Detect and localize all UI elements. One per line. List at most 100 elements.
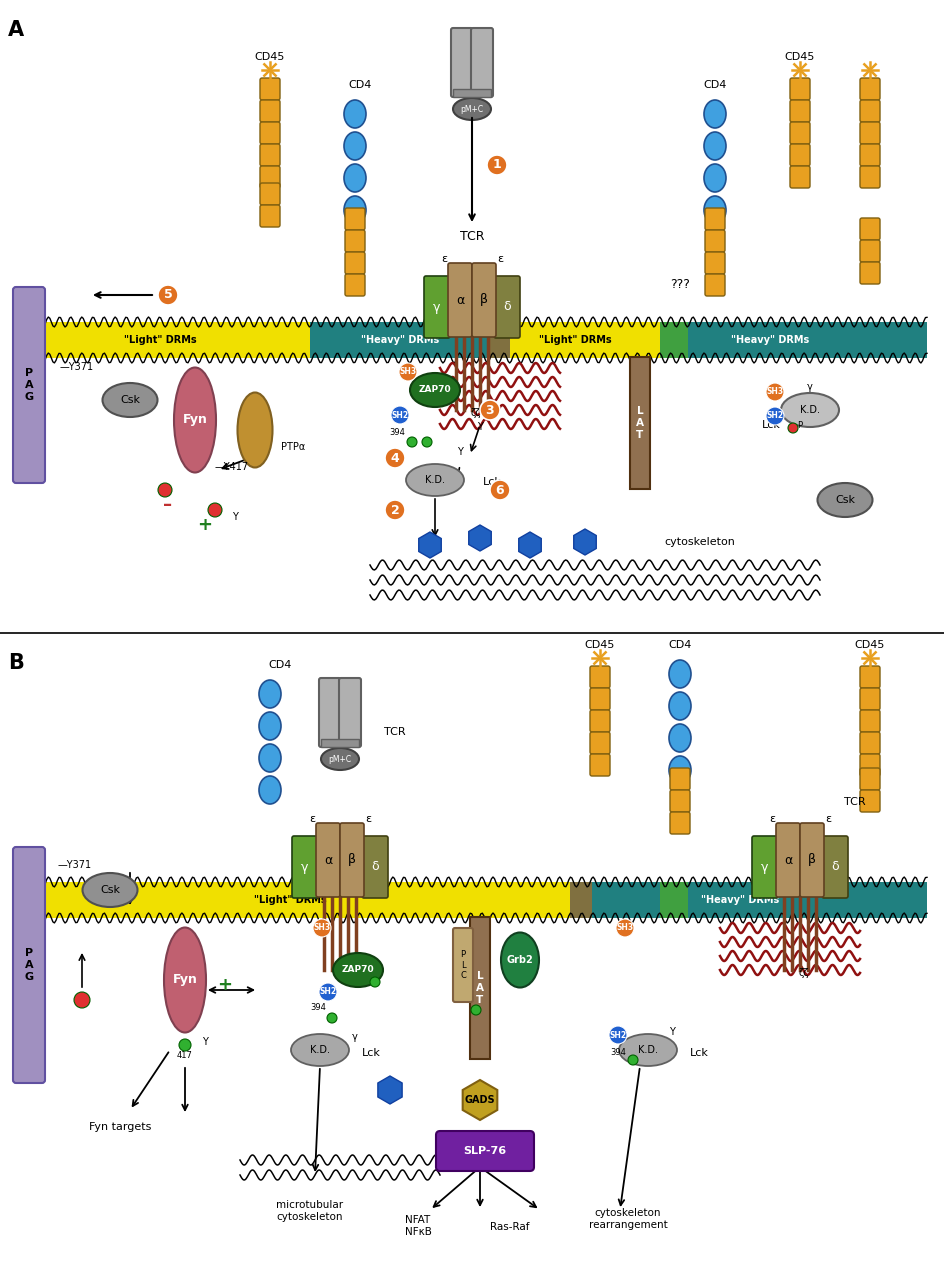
Bar [452,89,491,97]
Circle shape [319,982,337,1001]
FancyBboxPatch shape [859,768,879,790]
Text: γ: γ [806,382,812,392]
Text: ζζ: ζζ [470,408,480,418]
Circle shape [208,503,222,517]
Text: PTPα: PTPα [280,442,305,452]
Circle shape [384,448,405,468]
Circle shape [327,1013,337,1023]
Text: Csk: Csk [834,495,854,505]
FancyBboxPatch shape [859,100,879,122]
Bar [321,739,359,747]
FancyBboxPatch shape [859,144,879,166]
Text: cytoskeleton: cytoskeleton [664,537,734,547]
Ellipse shape [703,196,725,224]
Circle shape [398,363,416,381]
Text: Fyn: Fyn [182,414,208,427]
Ellipse shape [344,100,365,128]
Text: Y: Y [202,1037,208,1047]
Circle shape [608,1025,626,1044]
FancyBboxPatch shape [319,679,341,747]
Text: CD45: CD45 [584,641,615,649]
Text: ZAP70: ZAP70 [418,386,451,395]
Text: SLP-76: SLP-76 [463,1146,506,1156]
Text: CD4: CD4 [702,80,726,90]
FancyBboxPatch shape [260,122,279,144]
Text: γ: γ [761,861,767,874]
Text: δ: δ [831,861,838,874]
Text: "Heavy" DRMs: "Heavy" DRMs [730,335,808,346]
Text: 3: 3 [485,404,494,417]
Text: ε: ε [824,814,830,824]
Ellipse shape [817,484,871,517]
Ellipse shape [344,165,365,192]
Circle shape [74,993,90,1008]
Text: —Y371: —Y371 [59,362,94,372]
FancyBboxPatch shape [669,812,689,834]
FancyBboxPatch shape [494,276,519,338]
Text: "Light" DRMs: "Light" DRMs [253,895,326,905]
Text: 2: 2 [390,504,399,517]
Text: CD4: CD4 [667,641,691,649]
Circle shape [178,1039,191,1051]
Ellipse shape [668,724,690,752]
FancyBboxPatch shape [260,205,279,227]
FancyBboxPatch shape [470,28,493,97]
FancyBboxPatch shape [589,666,610,687]
FancyBboxPatch shape [704,208,724,230]
Text: β: β [347,853,356,866]
Text: "Light" DRMs: "Light" DRMs [538,335,611,346]
Text: 417: 417 [177,1051,193,1060]
Ellipse shape [259,711,280,741]
Text: CD45: CD45 [255,52,285,62]
FancyBboxPatch shape [13,287,45,484]
FancyBboxPatch shape [447,263,471,337]
Text: ε: ε [364,814,371,824]
Bar [18,322,310,358]
Ellipse shape [82,874,138,906]
Text: 394: 394 [310,1003,326,1012]
Text: TCR: TCR [384,727,405,737]
Ellipse shape [259,680,280,708]
Text: P
A
G: P A G [25,368,34,401]
Circle shape [470,1005,480,1015]
FancyBboxPatch shape [859,732,879,755]
FancyBboxPatch shape [789,166,809,187]
FancyBboxPatch shape [452,928,473,1001]
FancyBboxPatch shape [821,836,847,898]
Text: Lck: Lck [689,1048,708,1058]
Text: ε: ε [497,254,502,265]
Circle shape [787,423,797,433]
Text: 5: 5 [163,289,172,301]
Bar [18,322,46,358]
Text: +: + [217,976,232,994]
FancyBboxPatch shape [424,276,449,338]
FancyBboxPatch shape [859,122,879,144]
Text: K.D.: K.D. [310,1044,329,1055]
Ellipse shape [344,132,365,160]
Text: CD45: CD45 [784,52,815,62]
Text: 394: 394 [389,428,405,437]
Text: SH2: SH2 [319,987,336,996]
Text: K.D.: K.D. [637,1044,657,1055]
FancyBboxPatch shape [589,755,610,776]
Circle shape [628,1055,637,1065]
FancyBboxPatch shape [789,78,809,100]
FancyBboxPatch shape [859,687,879,710]
Ellipse shape [668,693,690,720]
Text: 1: 1 [492,158,501,171]
Text: "Heavy" DRMs: "Heavy" DRMs [700,895,778,905]
Ellipse shape [500,933,538,987]
Text: pM+C: pM+C [460,105,483,114]
Text: Y: Y [457,447,463,457]
FancyBboxPatch shape [775,823,800,898]
Text: —Y371: —Y371 [58,860,92,870]
Text: γ: γ [432,300,440,314]
FancyBboxPatch shape [340,823,363,898]
Text: cytoskeleton
rearrangement: cytoskeleton rearrangement [588,1209,666,1231]
Bar [487,322,510,358]
Text: Lck: Lck [362,1048,380,1058]
FancyBboxPatch shape [260,144,279,166]
Ellipse shape [668,660,690,687]
Text: SH3: SH3 [399,367,416,376]
Bar [659,322,926,358]
